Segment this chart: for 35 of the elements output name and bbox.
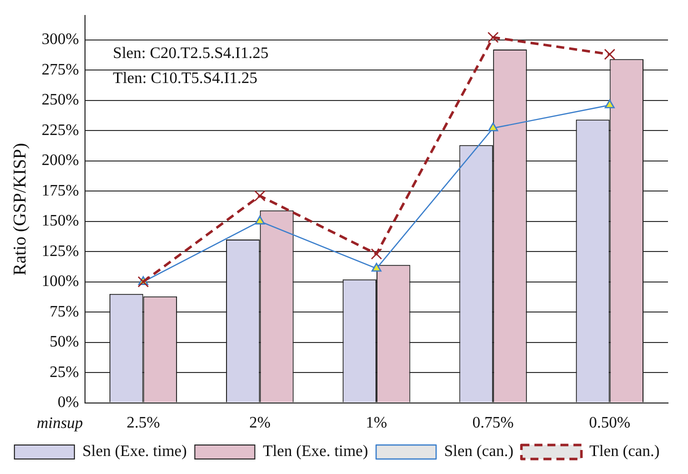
y-axis-title: Ratio (GSP/KISP)	[10, 142, 30, 276]
point	[604, 99, 615, 108]
legend-label: Tlen (Exe. time)	[262, 443, 368, 460]
x-tick-label: 0.75%	[472, 414, 514, 432]
x-tick-label: 2%	[249, 414, 271, 432]
point	[370, 248, 382, 260]
y-tick-label: 0%	[58, 394, 79, 412]
annotation: Tlen: C10.T5.S4.I1.25	[112, 70, 258, 87]
y-tick-label: 275%	[42, 61, 79, 78]
point	[488, 122, 498, 132]
point	[371, 262, 382, 272]
x-tick-label: 2.5%	[126, 414, 160, 432]
x-tick-label: 1%	[366, 414, 388, 432]
y-tick-label: 150%	[42, 212, 79, 230]
y-tick-label: 200%	[42, 152, 79, 170]
y-tick-label: 125%	[42, 242, 79, 260]
y-tick-label: 100%	[42, 273, 79, 290]
legend-label: Slen (Exe. time)	[82, 443, 187, 460]
y-tick-label: 75%	[50, 303, 79, 320]
point	[138, 276, 149, 288]
point	[254, 190, 266, 202]
y-tick-label: 25%	[50, 364, 79, 381]
y-tick-label: 175%	[42, 182, 79, 200]
y-tick-label: 300%	[42, 31, 79, 48]
x-axis-title: minsup	[36, 415, 83, 432]
point	[604, 48, 616, 60]
point	[254, 216, 265, 224]
x-tick-label: 0.50%	[589, 414, 630, 432]
legend-label: Tlen (can.)	[589, 443, 660, 460]
legend-label: Slen (can.)	[444, 443, 514, 460]
annotation: Slen: C20.T2.5.S4.I1.25	[112, 44, 268, 62]
y-tick-label: 225%	[42, 122, 79, 139]
y-tick-label: 250%	[42, 92, 79, 109]
y-tick-label: 50%	[50, 334, 79, 351]
point	[487, 32, 499, 43]
